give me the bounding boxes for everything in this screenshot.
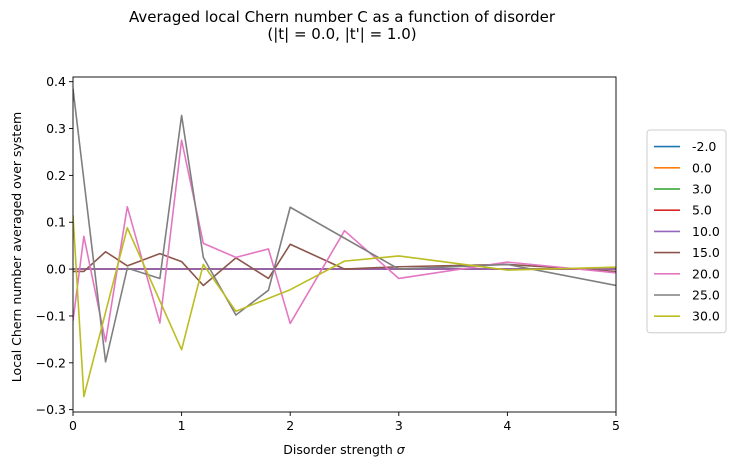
legend-label: 25.0 [692, 288, 720, 303]
y-tick-label: 0.1 [46, 215, 66, 230]
y-tick-label: −0.2 [36, 355, 66, 370]
y-axis-label: Local Chern number averaged over system [9, 112, 24, 382]
chart-subtitle: (|t| = 0.0, |t'| = 1.0) [267, 25, 416, 43]
legend-label: 10.0 [692, 224, 720, 239]
legend-box [646, 129, 727, 334]
series-layer [73, 88, 616, 398]
y-tick-label: 0.3 [46, 121, 66, 136]
legend-label: 30.0 [692, 309, 720, 324]
series-line-5 [73, 243, 616, 287]
y-tick-label: 0.2 [46, 168, 66, 183]
series-line-8 [73, 215, 616, 398]
axes-layer: 0 1 2 3 4 5 −0.3 −0.2 −0.1 0.0 0.1 0.2 0.3 0.4 [36, 74, 620, 433]
y-tick-label: 0.0 [46, 262, 66, 277]
legend-label: -2.0 [692, 139, 716, 154]
x-axis-label: Disorder strength σ [283, 442, 406, 457]
y-tick-label: −0.1 [36, 308, 66, 323]
legend-label: 20.0 [692, 266, 720, 281]
legend-label: 3.0 [692, 182, 712, 197]
x-tick-label: 4 [503, 418, 511, 433]
series-line-6 [73, 139, 616, 343]
y-tick-label: −0.3 [36, 402, 66, 417]
chart-title: Averaged local Chern number C as a funct… [129, 8, 556, 26]
series-line-7 [73, 88, 616, 363]
plot-frame [72, 76, 617, 413]
x-tick-label: 2 [286, 418, 294, 433]
x-tick-label: 0 [69, 418, 77, 433]
legend: -2.0 0.0 3.0 5.0 10.0 15.0 20.0 25.0 30.0 [646, 129, 727, 334]
x-tick-label: 5 [612, 418, 620, 433]
x-tick-label: 1 [178, 418, 186, 433]
legend-label: 0.0 [692, 160, 712, 175]
y-tick-label: 0.4 [46, 74, 66, 89]
x-tick-label: 3 [395, 418, 403, 433]
legend-label: 5.0 [692, 203, 712, 218]
legend-label: 15.0 [692, 245, 720, 260]
